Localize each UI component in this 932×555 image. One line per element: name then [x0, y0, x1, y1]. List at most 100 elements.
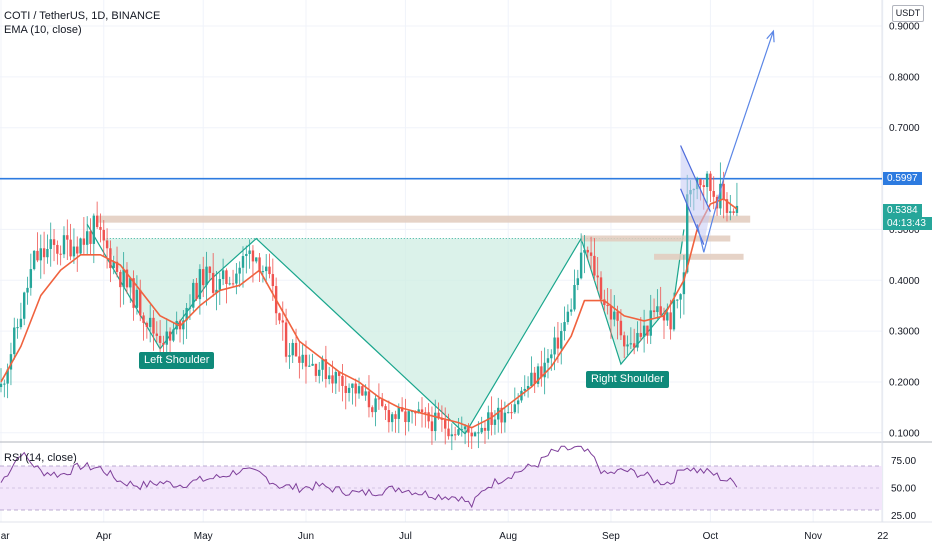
price-tick-label: 0.1000 — [889, 428, 920, 439]
candle-body — [483, 427, 487, 431]
candle-body — [384, 406, 387, 411]
candle-body — [463, 426, 467, 430]
candle-body — [95, 215, 99, 227]
candle-body — [447, 428, 450, 437]
candle-body — [205, 266, 208, 286]
candle-body — [321, 359, 324, 370]
candle-body — [265, 266, 268, 272]
candle-body — [129, 278, 132, 288]
candle-body — [642, 325, 646, 337]
candle-body — [102, 229, 105, 241]
candle-body — [371, 407, 374, 413]
currency-button[interactable]: USDT — [892, 5, 924, 22]
candle-body — [211, 272, 215, 293]
price-tick-label: 0.2000 — [889, 377, 920, 388]
candle-body — [526, 385, 530, 389]
candle-body — [629, 343, 633, 345]
candle-body — [268, 266, 271, 275]
candle-body — [702, 185, 705, 187]
time-tick-label: Oct — [703, 531, 719, 542]
candle-body — [251, 250, 255, 262]
candle-body — [546, 358, 550, 363]
candle-body — [626, 344, 629, 347]
candle-body — [460, 429, 463, 431]
candle-body — [92, 215, 96, 244]
candle-body — [16, 327, 19, 329]
candle-body — [619, 320, 623, 336]
candle-body — [125, 269, 129, 288]
candle-body — [639, 333, 642, 337]
candle-body — [89, 231, 92, 244]
candle-body — [69, 239, 72, 257]
candle-body — [444, 419, 447, 429]
candle-body — [390, 414, 394, 423]
candle-body — [301, 354, 304, 363]
candle-body — [686, 194, 689, 273]
candle-body — [609, 305, 613, 320]
candle-body — [132, 278, 135, 308]
candle-body — [450, 434, 454, 437]
candle-body — [248, 250, 251, 254]
candle-body — [158, 335, 162, 343]
time-tick-label: Sep — [602, 531, 620, 542]
price-tick-label: 0.3000 — [889, 327, 920, 338]
candle-body — [430, 421, 434, 432]
candle-body — [364, 391, 367, 396]
candle-body — [235, 273, 238, 284]
candle-body — [185, 307, 188, 321]
candle-body — [142, 315, 145, 323]
candle-body — [705, 173, 709, 187]
candle-body — [719, 183, 722, 209]
time-tick-label: Jun — [298, 531, 314, 542]
candle-body — [410, 411, 414, 413]
candle-body — [397, 407, 400, 419]
candle-body — [245, 253, 248, 257]
candle-body — [596, 275, 599, 278]
candle-body — [586, 249, 589, 253]
candle-body — [99, 226, 102, 230]
candle-body — [284, 322, 288, 357]
candle-body — [593, 255, 596, 276]
candle-body — [669, 312, 672, 330]
candle-body — [543, 362, 546, 378]
right-shoulder-area — [581, 238, 684, 365]
candle-body — [341, 375, 344, 386]
candle-body — [540, 366, 543, 378]
candle-body — [553, 337, 556, 355]
time-tick-label: Nov — [804, 531, 822, 542]
price-tick-label: 0.8000 — [889, 72, 920, 83]
candle-body — [623, 335, 626, 347]
candle-body — [387, 410, 391, 423]
candle-body — [616, 311, 619, 321]
candle-body — [417, 409, 420, 414]
candle-body — [487, 412, 490, 431]
candle-body — [513, 404, 517, 413]
candle-body — [231, 283, 235, 285]
candle-body — [732, 211, 735, 213]
candle-body — [162, 342, 165, 345]
candle-body — [318, 369, 321, 376]
candle-body — [652, 310, 656, 313]
time-tick-label: 22 — [877, 531, 889, 542]
candle-body — [566, 311, 570, 323]
candle-body — [357, 386, 361, 394]
candle-body — [646, 325, 649, 336]
candle-body — [42, 248, 46, 258]
candle-body — [407, 411, 410, 423]
candle-body — [579, 252, 583, 279]
candle-body — [139, 289, 142, 316]
candle-body — [281, 320, 284, 323]
candle-body — [109, 248, 112, 269]
flag-channel-top — [680, 145, 711, 212]
candle-body — [533, 372, 536, 384]
candle-body — [632, 343, 636, 348]
candle-body — [221, 270, 225, 280]
candle-body — [351, 383, 354, 388]
candle-body — [261, 271, 265, 273]
ema-line — [0, 198, 738, 429]
candle-body — [198, 269, 202, 300]
candle-body — [13, 327, 16, 355]
candle-body — [298, 356, 301, 363]
